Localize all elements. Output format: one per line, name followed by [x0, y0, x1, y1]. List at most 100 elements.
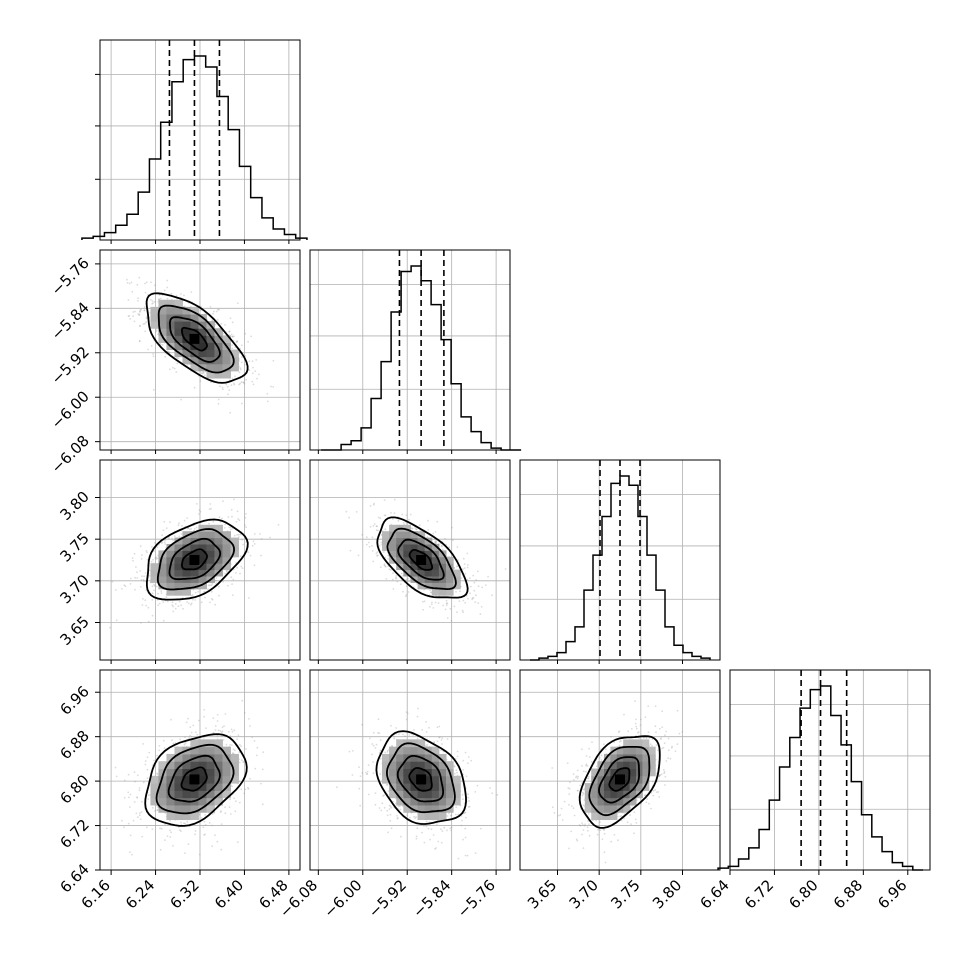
- density-cell: [166, 588, 175, 596]
- scatter-point: [251, 736, 254, 739]
- scatter-point: [397, 817, 399, 819]
- density-cell: [222, 550, 231, 558]
- density-cell: [182, 569, 191, 577]
- density-cell: [190, 569, 199, 577]
- density-cell: [198, 576, 207, 583]
- scatter-point: [177, 605, 180, 608]
- scatter-point: [175, 294, 178, 297]
- density-cell: [382, 537, 390, 545]
- scatter-point: [157, 604, 160, 607]
- scatter-point: [461, 609, 464, 612]
- scatter-point: [259, 533, 261, 535]
- scatter-point: [255, 359, 258, 361]
- scatter-point: [190, 603, 192, 606]
- contour-2-1-3: [408, 549, 434, 571]
- scatter-point: [135, 812, 138, 815]
- scatter-point: [393, 512, 396, 514]
- scatter-point: [212, 731, 215, 734]
- scatter-point: [187, 717, 190, 720]
- density-cell: [206, 544, 215, 551]
- density-cell: [382, 544, 390, 551]
- y-tick-label-3-2: 6.80: [56, 771, 92, 807]
- scatter-point: [238, 751, 241, 754]
- scatter-point: [392, 800, 395, 803]
- scatter-point: [232, 578, 235, 581]
- scatter-point: [160, 592, 163, 595]
- density-cell: [182, 556, 191, 564]
- scatter-point: [415, 528, 418, 531]
- scatter-point: [455, 769, 458, 772]
- scatter-point: [462, 798, 464, 801]
- density-cell: [446, 582, 454, 590]
- density-cell: [214, 556, 223, 564]
- scatter-point: [203, 737, 205, 739]
- scatter-point: [466, 566, 469, 569]
- scatter-point: [242, 381, 245, 384]
- scatter-point: [225, 570, 228, 573]
- scatter-point: [153, 300, 156, 303]
- scatter-point: [469, 577, 471, 579]
- density-cell: [166, 306, 175, 315]
- scatter-point: [228, 389, 231, 392]
- density-cell: [190, 349, 199, 358]
- density-cell: [182, 582, 191, 590]
- scatter-point: [398, 805, 401, 807]
- density-cell: [214, 761, 223, 770]
- scatter-point: [174, 603, 177, 605]
- scatter-point: [371, 536, 374, 539]
- scatter-point: [129, 318, 132, 320]
- density-cell: [403, 537, 411, 545]
- scatter-point: [152, 353, 155, 355]
- scatter-point: [406, 712, 409, 715]
- scatter-point: [145, 317, 148, 320]
- density-cell: [158, 563, 167, 571]
- scatter-point: [446, 617, 449, 619]
- scatter-point: [449, 814, 452, 817]
- scatter-point: [244, 332, 247, 335]
- scatter-point: [238, 519, 241, 522]
- density-cell: [150, 321, 159, 329]
- x-tick-label-0-3: 6.40: [211, 876, 247, 912]
- histogram-panel-2: [519, 459, 721, 664]
- scatter-point: [224, 806, 226, 809]
- scatter-point: [138, 313, 141, 316]
- scatter-point: [209, 503, 212, 505]
- scatter-point: [229, 317, 232, 320]
- scatter-point: [239, 368, 242, 371]
- density-cell: [214, 349, 223, 358]
- scatter-point: [351, 750, 354, 752]
- density-cell: [198, 556, 207, 564]
- scatter-point: [147, 348, 150, 351]
- scatter-point: [376, 554, 379, 557]
- scatter-point: [164, 839, 166, 841]
- scatter-point: [157, 333, 159, 335]
- scatter-point: [405, 711, 408, 713]
- scatter-point: [236, 302, 239, 304]
- scatter-point: [466, 552, 469, 555]
- density-cell: [214, 550, 223, 558]
- scatter-point: [369, 525, 372, 528]
- scatter-point: [383, 564, 386, 567]
- scatter-point: [396, 817, 399, 820]
- histogram-panel-1: [309, 249, 522, 454]
- scatter-point: [149, 298, 152, 301]
- scatter-point: [375, 552, 378, 555]
- scatter-point: [365, 536, 368, 539]
- scatter-point: [453, 605, 456, 608]
- scatter-point: [147, 798, 150, 800]
- scatter-point: [479, 613, 482, 616]
- density-cell: [417, 544, 426, 551]
- scatter-point: [464, 811, 467, 814]
- scatter-point: [371, 753, 373, 756]
- scatter-point: [135, 566, 137, 568]
- scatter-point: [203, 372, 205, 374]
- scatter-point: [210, 598, 213, 600]
- scatter-point: [462, 759, 465, 762]
- scatter-panel-3-1: −6.08 −6.00 −5.92 −5.84 −5.76: [276, 669, 511, 921]
- density-peak: [416, 555, 427, 565]
- scatter-point: [136, 797, 139, 799]
- scatter-point: [163, 289, 166, 292]
- scatter-point: [180, 604, 183, 607]
- scatter-point: [468, 800, 470, 802]
- density-cell: [389, 550, 397, 558]
